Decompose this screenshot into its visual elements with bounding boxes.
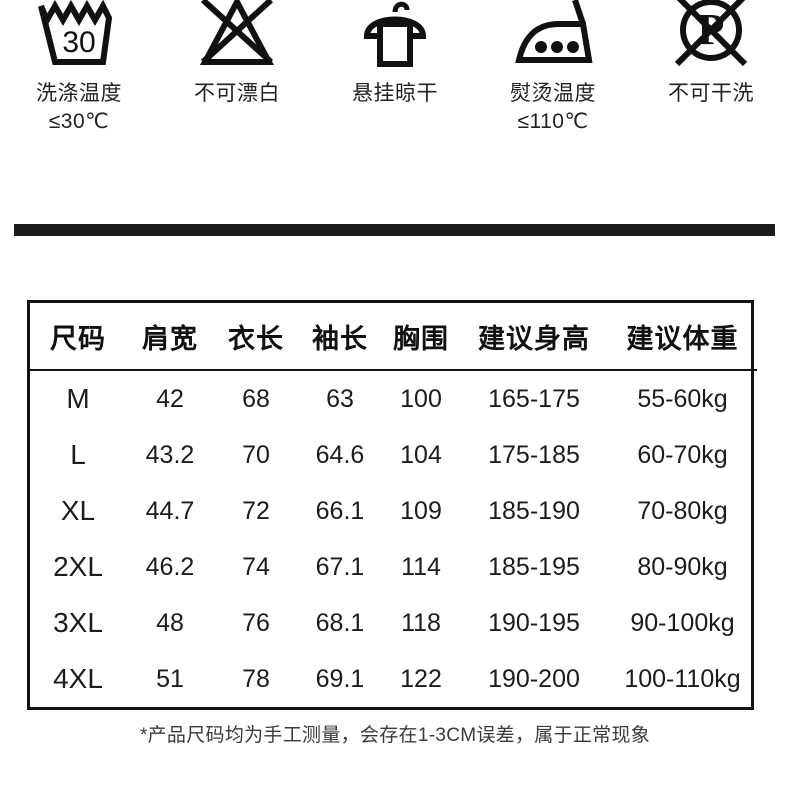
cell-shoulder: 51 bbox=[156, 664, 184, 693]
cell-sleeve: 63 bbox=[326, 384, 354, 413]
cell-weight: 70-80kg bbox=[637, 496, 728, 525]
cell-size: 3XL bbox=[53, 607, 103, 638]
size-chart-table-container: 尺码 肩宽 衣长 袖长 胸围 建议身高 建议体重 M 42 68 63 100 … bbox=[27, 300, 757, 710]
section-divider-bar bbox=[14, 224, 775, 236]
table-row: M 42 68 63 100 165-175 55-60kg bbox=[30, 370, 757, 427]
cell-size: 4XL bbox=[53, 663, 103, 694]
cell-weight: 55-60kg bbox=[637, 384, 728, 413]
cell-height: 185-195 bbox=[488, 552, 580, 581]
care-instruction-strip: 30 洗涤温度 ≤30℃ 不可漂白 悬挂晾干 bbox=[0, 0, 790, 152]
cell-height: 190-200 bbox=[488, 664, 580, 693]
cell-size: XL bbox=[60, 495, 96, 526]
cell-size: 2XL bbox=[53, 551, 103, 582]
column-header-bust: 胸围 bbox=[382, 303, 460, 371]
care-label-no-bleach: 不可漂白 bbox=[194, 82, 280, 105]
cell-bust: 122 bbox=[400, 664, 442, 693]
wash-tub-30-icon: 30 bbox=[31, 0, 127, 72]
care-item-iron-temperature: 熨烫温度 ≤110℃ bbox=[474, 0, 632, 135]
cell-height: 175-185 bbox=[488, 440, 580, 469]
cell-sleeve: 66.1 bbox=[315, 496, 365, 525]
table-row: 3XL 48 76 68.1 118 190-195 90-100kg bbox=[30, 595, 757, 651]
cell-bust: 109 bbox=[400, 496, 442, 525]
cell-bust: 100 bbox=[400, 384, 442, 413]
cell-shoulder: 44.7 bbox=[145, 496, 195, 525]
cell-size: M bbox=[66, 383, 90, 414]
column-header-shoulder: 肩宽 bbox=[126, 303, 214, 371]
cell-size: L bbox=[70, 439, 86, 470]
cell-length: 78 bbox=[242, 664, 270, 693]
table-row: 4XL 51 78 69.1 122 190-200 100-110kg bbox=[30, 651, 757, 707]
care-item-wash-temperature: 30 洗涤温度 ≤30℃ bbox=[0, 0, 158, 135]
no-dry-clean-p-icon: P bbox=[663, 0, 759, 72]
cell-length: 68 bbox=[242, 384, 270, 413]
cell-shoulder: 46.2 bbox=[145, 552, 195, 581]
column-header-size: 尺码 bbox=[30, 303, 126, 371]
table-row: L 43.2 70 64.6 104 175-185 60-70kg bbox=[30, 427, 757, 483]
cell-weight: 100-110kg bbox=[624, 664, 741, 693]
cell-weight: 90-100kg bbox=[630, 608, 735, 637]
care-item-no-dry-clean: P 不可干洗 bbox=[632, 0, 790, 108]
cell-sleeve: 69.1 bbox=[315, 664, 365, 693]
cell-shoulder: 42 bbox=[156, 384, 184, 413]
cell-weight: 80-90kg bbox=[637, 552, 728, 581]
column-header-length: 衣长 bbox=[214, 303, 298, 371]
cell-bust: 114 bbox=[401, 552, 441, 581]
table-row: XL 44.7 72 66.1 109 185-190 70-80kg bbox=[30, 483, 757, 539]
iron-three-dots-icon bbox=[505, 0, 601, 72]
table-header-row: 尺码 肩宽 衣长 袖长 胸围 建议身高 建议体重 bbox=[30, 303, 757, 371]
measurement-disclaimer-note: *产品尺码均为手工测量，会存在1-3CM误差，属于正常现象 bbox=[139, 725, 651, 746]
cell-shoulder: 48 bbox=[156, 608, 184, 637]
care-label-hang-dry: 悬挂晾干 bbox=[352, 82, 438, 105]
care-item-no-bleach: 不可漂白 bbox=[158, 0, 316, 108]
cell-bust: 104 bbox=[400, 440, 442, 469]
care-label-no-dry-clean: 不可干洗 bbox=[668, 82, 754, 105]
no-bleach-triangle-icon bbox=[189, 0, 285, 72]
size-chart-table: 尺码 肩宽 衣长 袖长 胸围 建议身高 建议体重 M 42 68 63 100 … bbox=[30, 303, 757, 707]
column-header-sleeve: 袖长 bbox=[298, 303, 382, 371]
cell-length: 76 bbox=[242, 608, 270, 637]
cell-length: 74 bbox=[242, 552, 270, 581]
cell-height: 190-195 bbox=[488, 608, 580, 637]
care-item-hang-dry: 悬挂晾干 bbox=[316, 0, 474, 108]
cell-height: 165-175 bbox=[488, 384, 580, 413]
cell-weight: 60-70kg bbox=[637, 440, 728, 469]
hang-dry-hanger-icon bbox=[347, 0, 443, 72]
cell-bust: 118 bbox=[401, 608, 441, 637]
care-label-wash-temperature: 洗涤温度 ≤30℃ bbox=[36, 82, 122, 133]
cell-shoulder: 43.2 bbox=[145, 440, 195, 469]
column-header-weight: 建议体重 bbox=[608, 303, 757, 371]
cell-sleeve: 68.1 bbox=[315, 608, 365, 637]
cell-sleeve: 67.1 bbox=[315, 552, 365, 581]
cell-height: 185-190 bbox=[488, 496, 580, 525]
column-header-height: 建议身高 bbox=[460, 303, 608, 371]
cell-length: 70 bbox=[242, 440, 270, 469]
svg-text:30: 30 bbox=[62, 26, 95, 59]
care-label-iron-temperature: 熨烫温度 ≤110℃ bbox=[510, 82, 596, 133]
cell-sleeve: 64.6 bbox=[315, 440, 365, 469]
table-row: 2XL 46.2 74 67.1 114 185-195 80-90kg bbox=[30, 539, 757, 595]
cell-length: 72 bbox=[242, 496, 270, 525]
